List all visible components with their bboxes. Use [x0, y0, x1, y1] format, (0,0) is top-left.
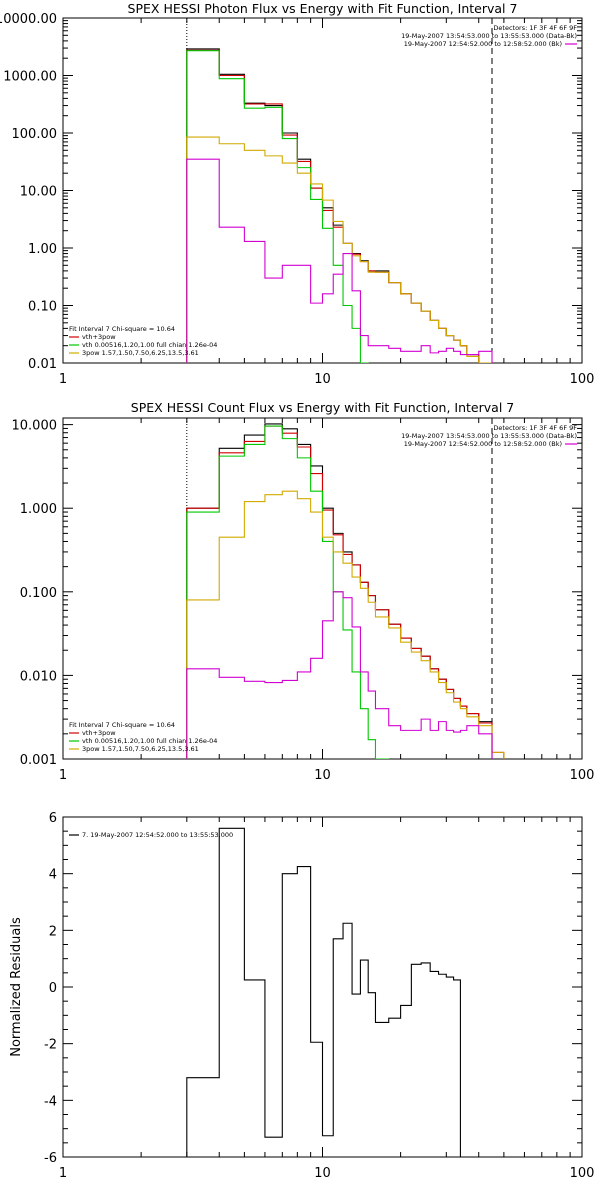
x-tick-label: 10 [314, 1166, 331, 1181]
legend-bottomleft-text: vth+3pow [82, 729, 116, 737]
x-tick-label: 1 [59, 768, 67, 783]
legend-topright-text: 19-May-2007 13:54:53.000 to 13:55:53.000… [401, 32, 577, 40]
series-group [186, 827, 461, 1157]
y-tick-label: 6 [49, 811, 57, 826]
legend-bottomleft-text: Fit Interval 7 Chi-square = 10.64 [69, 721, 175, 729]
legend-topright-text: 19-May-2007 12:54:52.000 to 12:58:52.000… [404, 440, 562, 448]
legend-topright-text: 19-May-2007 13:54:53.000 to 13:55:53.000… [401, 432, 577, 440]
y-tick-label: 10.000 [12, 419, 58, 434]
x-tick-label: 10 [314, 372, 331, 387]
x-tick-label: 1 [59, 1166, 67, 1181]
series-3pow-line [186, 490, 505, 759]
y-tick-label: 100.00 [12, 127, 58, 142]
residuals-panel: 1 10 100 6 4 2 0 -2 -4 -6 Normalized Residuals 7. 1… [9, 811, 595, 1181]
series-vth-3pow-line [186, 425, 505, 759]
y-tick-label: 1000.00 [3, 70, 57, 85]
y-tick-label: 0.01 [28, 357, 57, 372]
series-vth-line [186, 425, 390, 759]
y-tick-label: 0 [49, 981, 57, 996]
y-tick-label: 0.001 [20, 753, 57, 768]
x-tick-label: 100 [570, 372, 595, 387]
legend-topright-text: Detectors: 1F 3F 4F 6F 9F [493, 24, 577, 32]
x-tick-label: 100 [570, 768, 595, 783]
x-tick-label: 10 [314, 768, 331, 783]
photon-flux-panel: SPEX HESSI Photon Flux vs Energy with Fi… [0, 1, 595, 387]
y-axis-label: Normalized Residuals [9, 917, 24, 1057]
legend-bottomleft-text: vth 0.00516,1.20,1.00 full chian 1.26e-0… [82, 737, 217, 745]
y-tick-label: -2 [44, 1038, 57, 1053]
y-tick-label: -4 [44, 1094, 57, 1109]
y-tick-label: -6 [44, 1151, 57, 1166]
legend-topright-text: 19-May-2007 12:54:52.000 to 12:58:52.000… [404, 40, 562, 48]
legend-bottomleft-text: 3pow 1.57,1.50,7.50,6.25,13.5,3.61 [82, 745, 199, 753]
y-tick-label: 2 [49, 924, 57, 939]
y-tick-label: 10000.00 [0, 12, 57, 27]
series-group [186, 423, 505, 759]
legend-bottomleft-text: vth 0.00516,1.20,1.00 full chian 1.26e-0… [82, 341, 217, 349]
series-bk-line [186, 158, 493, 363]
count-flux-panel: SPEX HESSI Count Flux vs Energy with Fit… [12, 400, 595, 783]
series-group [186, 48, 493, 363]
y-tick-label: 1.00 [28, 242, 57, 257]
x-tick-label: 1 [59, 372, 67, 387]
y-tick-label: 0.010 [20, 669, 57, 684]
legend-bottomleft-text: 3pow 1.57,1.50,7.50,6.25,13.5,3.61 [82, 349, 199, 357]
y-tick-label: 4 [49, 868, 57, 883]
legend-bottomleft-text: vth+3pow [82, 333, 116, 341]
y-tick-label: 10.00 [20, 185, 57, 200]
y-tick-label: 0.100 [20, 586, 57, 601]
series-3pow-line [186, 136, 493, 363]
legend-topleft-text: 7. 19-May-2007 12:54:52.000 to 13:55:53.… [82, 831, 233, 839]
x-tick-label: 100 [570, 1166, 595, 1181]
y-tick-label: 1.000 [20, 502, 57, 517]
series-data-bk-line [186, 423, 493, 759]
series-bk-line [186, 591, 493, 759]
chart-title: SPEX HESSI Count Flux vs Energy with Fit… [131, 400, 514, 415]
y-tick-label: 0.10 [28, 300, 57, 315]
legend-topright-text: Detectors: 1F 3F 4F 6F 9F [493, 424, 577, 432]
legend-bottomleft-text: Fit Interval 7 Chi-square = 10.64 [69, 325, 175, 333]
series-7-19-may-2007-12-54-52-000-to-13-55-53-000-line [186, 827, 461, 1157]
chart-title: SPEX HESSI Photon Flux vs Energy with Fi… [128, 1, 518, 16]
